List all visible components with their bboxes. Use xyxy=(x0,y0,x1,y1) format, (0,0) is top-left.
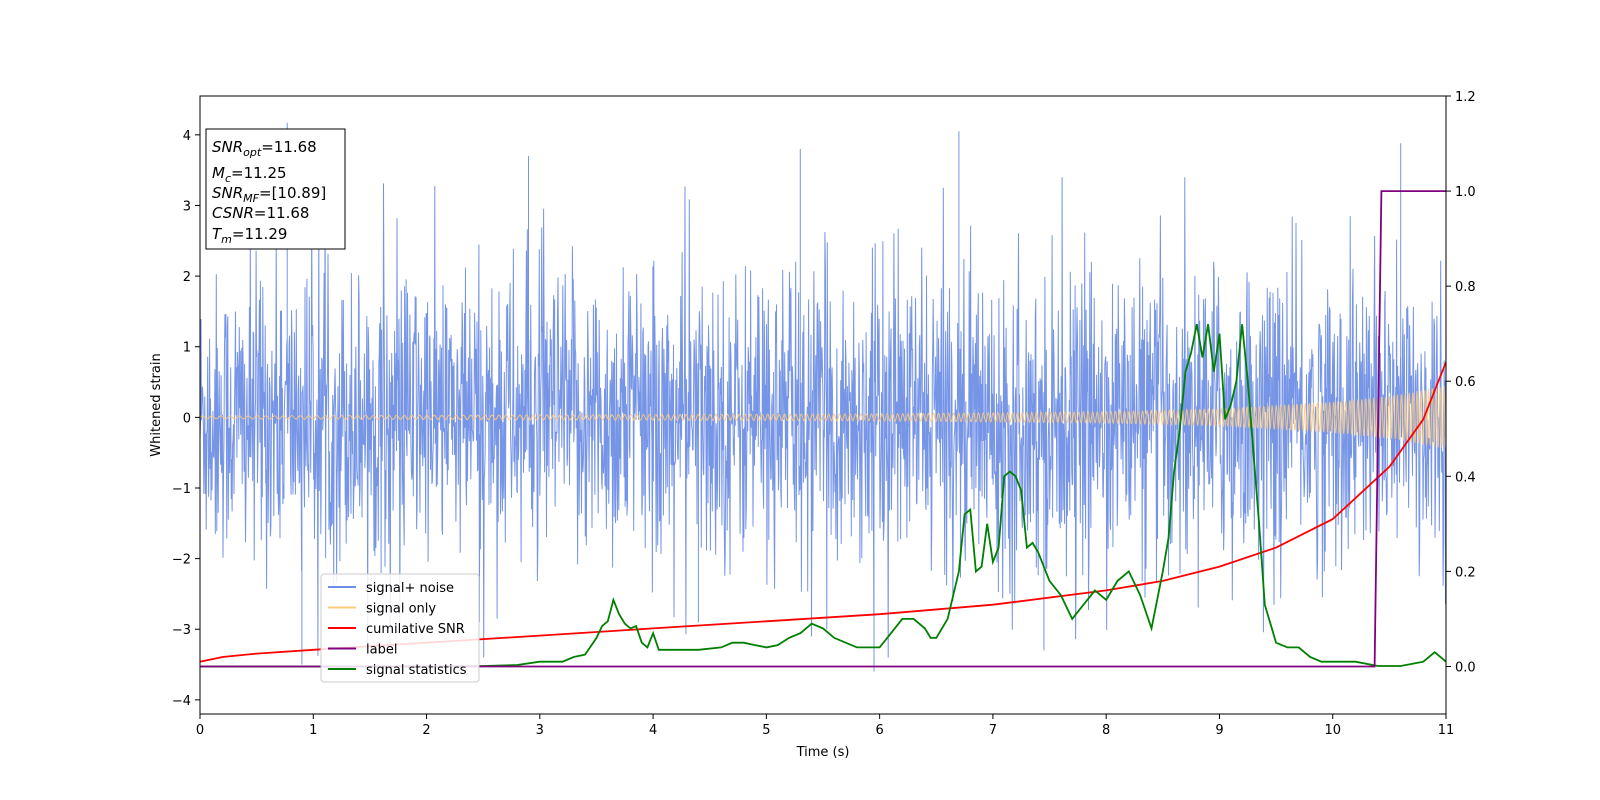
series-signal-noise xyxy=(200,122,1446,672)
x-tick-label: 8 xyxy=(1102,723,1110,738)
y-left-tick-label: 3 xyxy=(183,199,191,214)
info-line: CSNR=11.68 xyxy=(212,204,309,222)
axis-ticks: 0 1 2 3 4 5 6 7 8 9 10 11 −4 −3 −2 −1 0 1 2 3 4 0.0 0.2 0.4 0.6 0… xyxy=(172,90,1476,738)
legend-label: signal statistics xyxy=(366,663,467,678)
x-tick-label: 7 xyxy=(989,723,997,738)
legend-label: signal+ noise xyxy=(366,581,454,596)
y-left-tick-label: 0 xyxy=(183,411,191,426)
legend-label: cumilative SNR xyxy=(366,622,465,637)
info-line: Mc=11.25 xyxy=(212,164,287,185)
series-signal-only xyxy=(200,385,1446,448)
x-tick-label: 5 xyxy=(762,723,770,738)
x-axis-label: Time (s) xyxy=(796,745,850,760)
y-right-tick-label: 0.0 xyxy=(1455,660,1476,675)
y-left-tick-label: 2 xyxy=(183,270,191,285)
plot-area xyxy=(200,122,1446,672)
y-right-tick-label: 1.2 xyxy=(1455,90,1476,105)
legend: signal+ noise signal only cumilative SNR la… xyxy=(320,573,480,683)
x-tick-label: 2 xyxy=(422,723,430,738)
y-right-tick-label: 0.6 xyxy=(1455,375,1476,390)
y-left-tick-label: −2 xyxy=(172,553,191,568)
y-left-tick-label: 4 xyxy=(183,129,191,144)
x-tick-label: 1 xyxy=(309,723,317,738)
legend-label: signal only xyxy=(366,602,436,617)
y-right-tick-label: 0.2 xyxy=(1455,565,1476,580)
y-left-tick-label: −4 xyxy=(172,694,191,709)
y-right-tick-label: 0.8 xyxy=(1455,280,1476,295)
y-axis-label: Whitened strain xyxy=(149,353,164,456)
legend-frame xyxy=(320,573,480,683)
x-tick-label: 6 xyxy=(875,723,883,738)
series-signal-statistics xyxy=(200,324,1446,668)
info-box-frame xyxy=(205,128,346,250)
x-tick-label: 11 xyxy=(1438,723,1455,738)
info-line: SNRopt=11.68 xyxy=(212,138,317,159)
legend-label: label xyxy=(366,643,397,658)
series-cumulative-snr xyxy=(200,361,1446,663)
series-label xyxy=(200,190,1446,668)
info-line: SNRMF=[10.89] xyxy=(212,184,326,205)
info-line: Tm=11.29 xyxy=(212,225,287,246)
x-tick-label: 10 xyxy=(1324,723,1341,738)
y-right-tick-label: 1.0 xyxy=(1455,185,1476,200)
x-tick-label: 0 xyxy=(196,723,204,738)
y-left-tick-label: −1 xyxy=(172,482,191,497)
info-box: SNRopt=11.68 Mc=11.25SNRMF=[10.89]CSNR=11… xyxy=(205,128,346,250)
y-left-tick-label: 1 xyxy=(183,341,191,356)
y-right-tick-label: 0.4 xyxy=(1455,470,1476,485)
y-left-tick-label: −3 xyxy=(172,623,191,638)
x-tick-label: 3 xyxy=(536,723,544,738)
axes-frame xyxy=(199,95,1447,715)
x-tick-label: 4 xyxy=(649,723,657,738)
x-tick-label: 9 xyxy=(1215,723,1223,738)
